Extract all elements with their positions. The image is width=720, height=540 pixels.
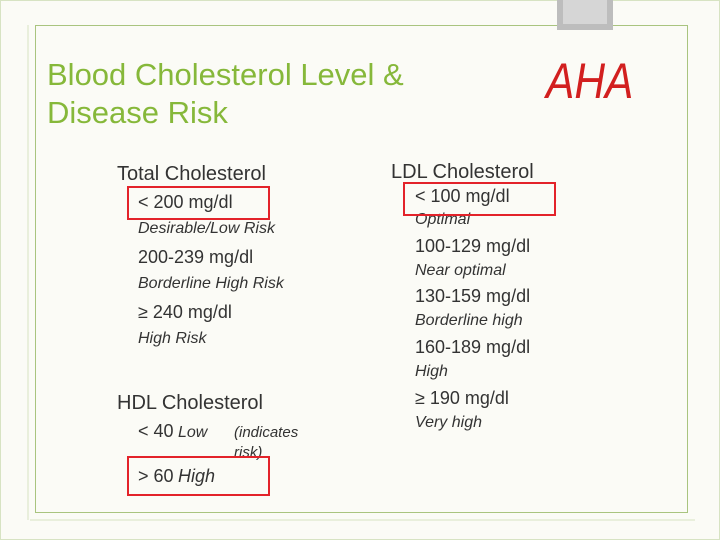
range: 100-129 mg/dl <box>415 236 531 256</box>
tab-decoration <box>563 0 607 24</box>
hdl-line: > 60 High <box>138 466 215 487</box>
risk: Borderline high <box>415 312 523 329</box>
range: ≥ 190 mg/dl <box>415 388 509 408</box>
slide-title: Blood Cholesterol Level & Disease Risk <box>47 57 404 130</box>
range: 200-239 mg/dl <box>138 247 254 267</box>
range: < 200 mg/dl <box>138 192 233 212</box>
badge: AHA <box>546 53 634 109</box>
range: > 60 <box>138 466 174 486</box>
section-heading: LDL Cholesterol <box>391 161 534 183</box>
risk: Very high <box>415 414 482 431</box>
range: 160-189 mg/dl <box>415 337 531 357</box>
range: 130-159 mg/dl <box>415 286 531 306</box>
highlight-box <box>403 182 556 216</box>
inner-frame <box>35 25 688 513</box>
risk: High Risk <box>138 330 207 347</box>
section-heading: Total Cholesterol <box>117 163 266 185</box>
risk: Desirable/Low Risk <box>138 220 275 237</box>
risk: High <box>415 363 448 380</box>
range: ≥ 240 mg/dl <box>138 302 232 322</box>
risk: Near optimal <box>415 262 506 279</box>
risk: Borderline High Risk <box>138 275 284 292</box>
range: < 100 mg/dl <box>415 186 510 206</box>
highlight-box <box>127 186 270 220</box>
section-heading: HDL Cholesterol <box>117 392 263 414</box>
highlight-box <box>127 456 270 496</box>
risk: High <box>178 466 216 486</box>
risk: Low <box>178 424 208 441</box>
hdl-line: < 40 Low <box>138 421 207 443</box>
range: < 40 <box>138 421 174 441</box>
